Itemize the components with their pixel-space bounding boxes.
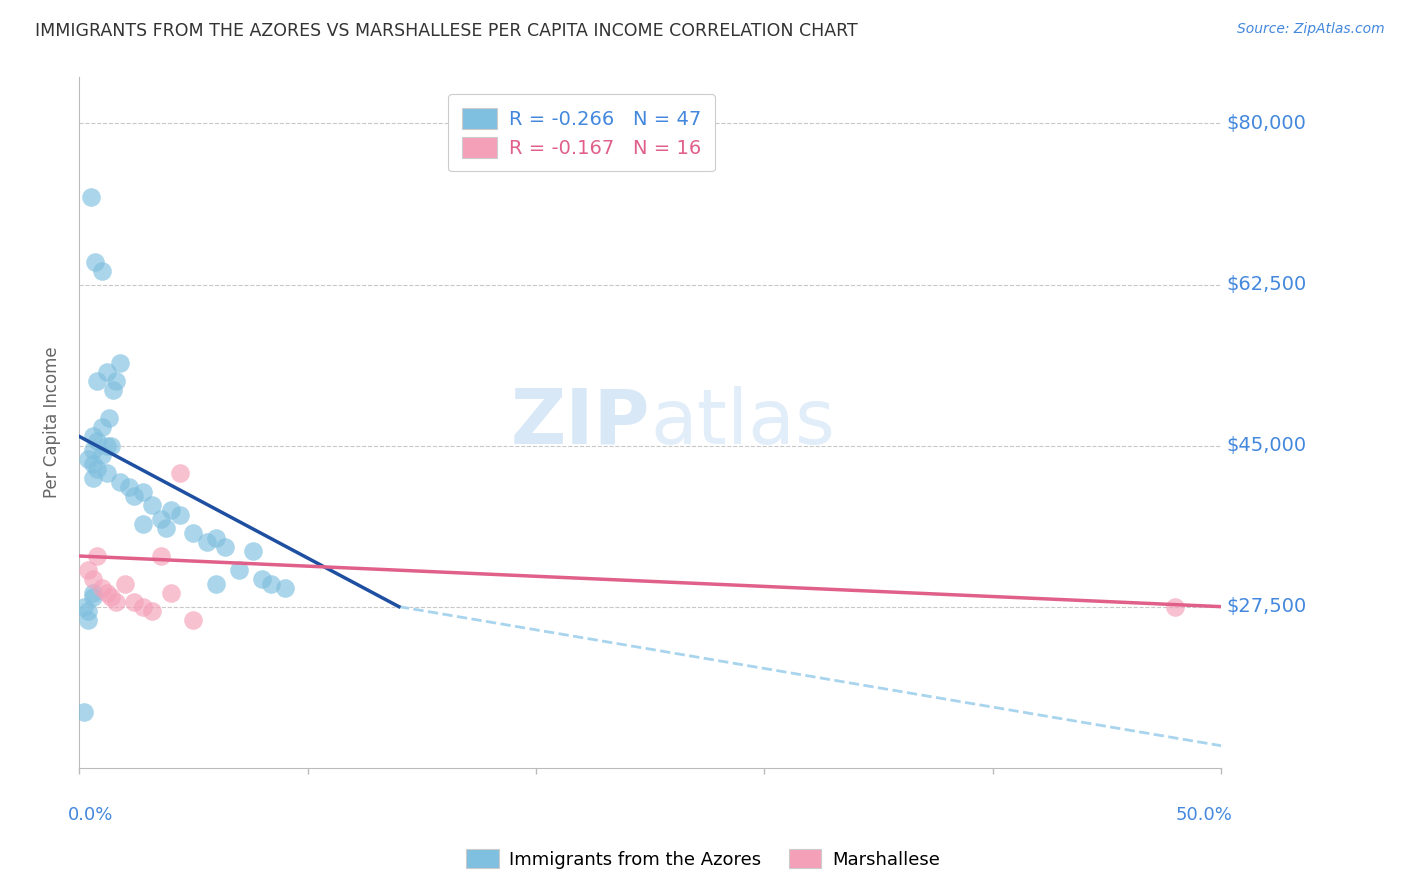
Point — [82, 443, 104, 458]
Point — [141, 499, 163, 513]
Point — [205, 531, 228, 545]
Text: 50.0%: 50.0% — [1175, 805, 1233, 823]
Point — [155, 521, 177, 535]
Point — [183, 526, 205, 541]
Point — [273, 581, 295, 595]
Point — [77, 452, 100, 467]
Point — [100, 439, 122, 453]
Point — [79, 190, 101, 204]
Point — [82, 429, 104, 443]
Point — [260, 576, 283, 591]
Text: $27,500: $27,500 — [1226, 597, 1308, 616]
Point — [77, 604, 100, 618]
Point — [104, 374, 127, 388]
Point — [132, 599, 155, 614]
Point — [91, 448, 114, 462]
Point — [110, 475, 132, 490]
Point — [122, 595, 145, 609]
Point — [110, 356, 132, 370]
Point — [169, 466, 191, 480]
Point — [96, 586, 118, 600]
Point — [242, 544, 264, 558]
Point — [77, 614, 100, 628]
Text: 0.0%: 0.0% — [67, 805, 112, 823]
Point — [86, 549, 108, 563]
Point — [228, 563, 250, 577]
Text: $45,000: $45,000 — [1226, 436, 1306, 455]
Point — [77, 563, 100, 577]
Point — [214, 540, 236, 554]
Point — [159, 503, 181, 517]
Text: IMMIGRANTS FROM THE AZORES VS MARSHALLESE PER CAPITA INCOME CORRELATION CHART: IMMIGRANTS FROM THE AZORES VS MARSHALLES… — [35, 22, 858, 40]
Point — [132, 516, 155, 531]
Point — [96, 365, 118, 379]
Point — [97, 411, 120, 425]
Text: ZIP: ZIP — [510, 385, 650, 459]
Point — [141, 604, 163, 618]
Point — [104, 595, 127, 609]
Point — [132, 484, 155, 499]
Point — [91, 263, 114, 277]
Point — [82, 586, 104, 600]
Point — [96, 466, 118, 480]
Point — [250, 572, 273, 586]
Point — [114, 576, 136, 591]
Point — [159, 586, 181, 600]
Legend: Immigrants from the Azores, Marshallese: Immigrants from the Azores, Marshallese — [458, 841, 948, 876]
Point — [100, 591, 122, 605]
Point — [73, 599, 96, 614]
Point — [205, 576, 228, 591]
Point — [84, 254, 107, 268]
Legend: R = -0.266   N = 47, R = -0.167   N = 16: R = -0.266 N = 47, R = -0.167 N = 16 — [449, 94, 714, 171]
Point — [86, 461, 108, 475]
Point — [91, 581, 114, 595]
Point — [169, 508, 191, 522]
Text: $62,500: $62,500 — [1226, 275, 1308, 294]
Point — [150, 512, 173, 526]
Point — [1164, 599, 1187, 614]
Point — [118, 480, 141, 494]
Point — [82, 572, 104, 586]
Point — [91, 420, 114, 434]
Point — [82, 591, 104, 605]
Text: $80,000: $80,000 — [1226, 114, 1306, 133]
Point — [82, 471, 104, 485]
Point — [103, 384, 125, 398]
Text: atlas: atlas — [650, 385, 835, 459]
Y-axis label: Per Capita Income: Per Capita Income — [44, 347, 60, 499]
Point — [96, 439, 118, 453]
Point — [195, 535, 218, 549]
Text: Source: ZipAtlas.com: Source: ZipAtlas.com — [1237, 22, 1385, 37]
Point — [82, 457, 104, 471]
Point — [150, 549, 173, 563]
Point — [122, 489, 145, 503]
Point — [183, 614, 205, 628]
Point — [73, 706, 96, 720]
Point — [86, 374, 108, 388]
Point — [86, 434, 108, 448]
